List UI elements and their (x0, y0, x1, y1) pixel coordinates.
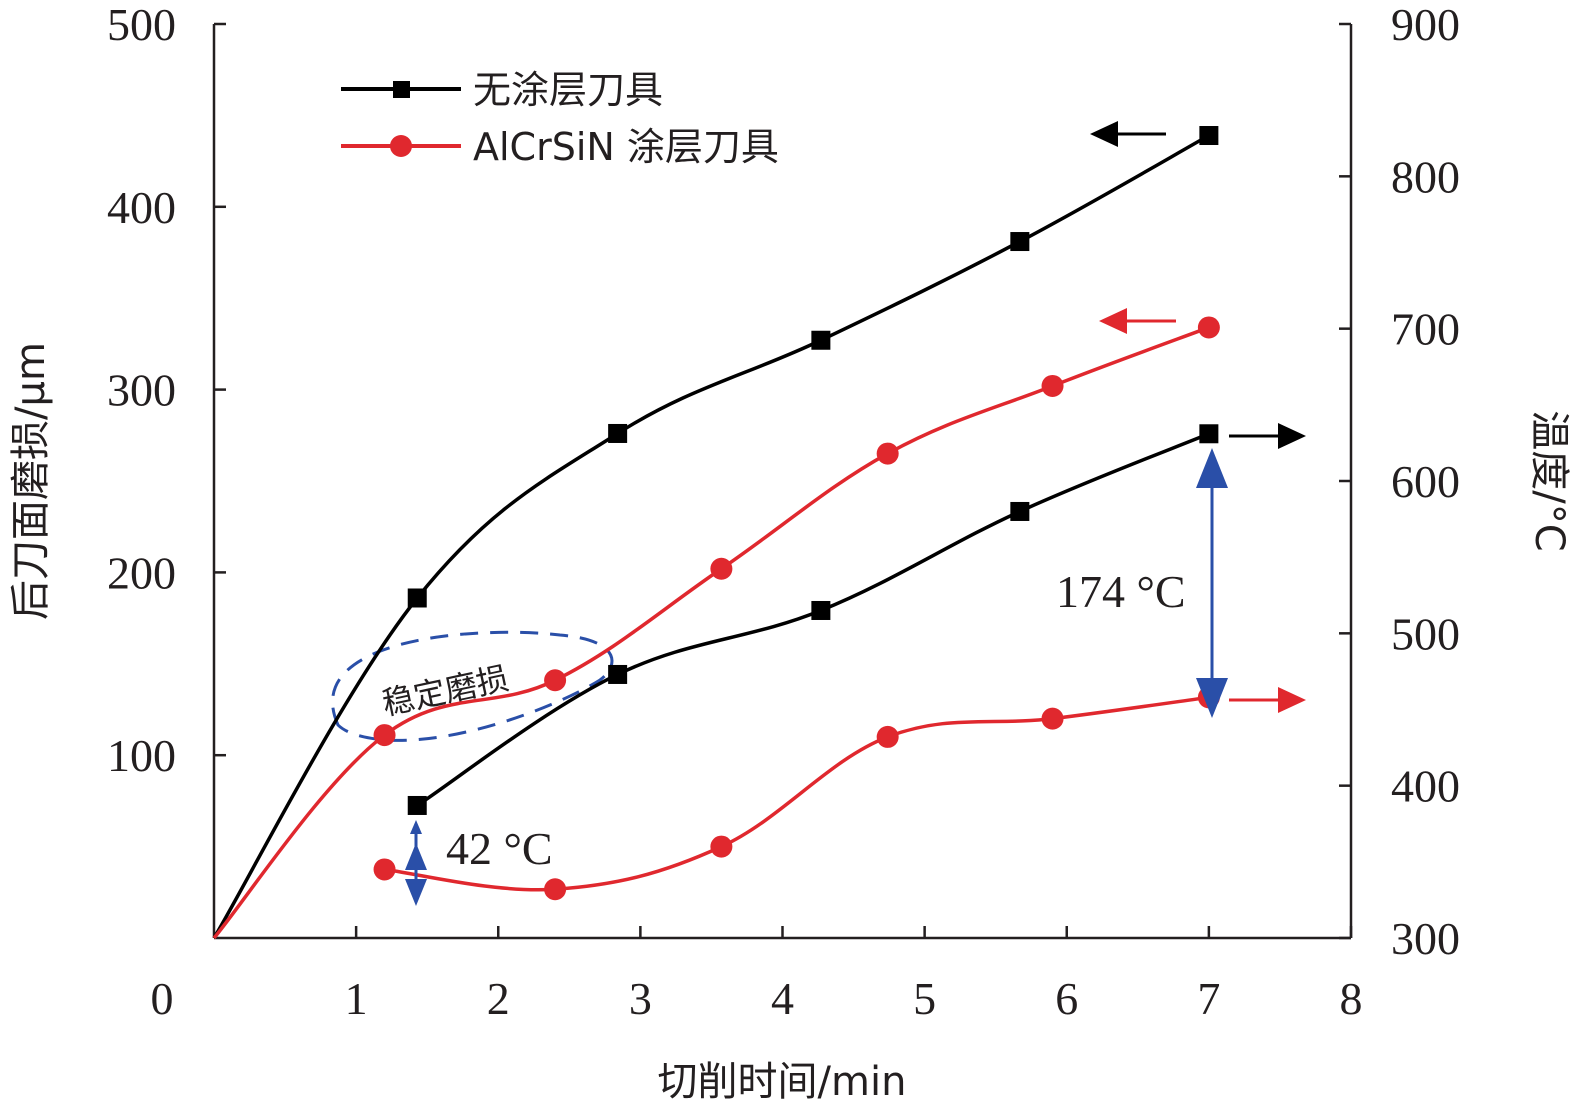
data-point-circle (876, 442, 899, 465)
x-tick-label: 2 (487, 973, 510, 1024)
temperature-difference-annotations: 42 °C 174 °C (405, 448, 1228, 906)
x-tick-label: 3 (629, 973, 652, 1024)
series-2-temperature (407, 424, 1219, 815)
series-1-wear (212, 316, 1220, 940)
legend-marker-circle (390, 135, 412, 157)
delta-174-arrowhead-up (1196, 448, 1228, 488)
right-y-tick-label: 400 (1391, 761, 1460, 812)
legend-label-uncoated: 无涂层刀具 (473, 68, 663, 112)
axis-direction-arrows (1090, 121, 1306, 713)
data-point-square (407, 795, 427, 815)
black-wear-left-arrowhead (1090, 121, 1118, 147)
black-temp-right-arrowhead (1278, 423, 1306, 449)
data-point-circle (1041, 374, 1064, 397)
delta-174-arrowhead-down (1196, 678, 1228, 718)
delta-174-label: 174 °C (1056, 566, 1186, 617)
axes (212, 24, 1353, 940)
x-tick-label: 1 (345, 973, 368, 1024)
x-tick-label: 4 (771, 973, 794, 1024)
delta-42-arrowhead-up (405, 843, 427, 870)
delta-42-tick (410, 820, 422, 834)
left-y-tick-label: 300 (107, 365, 176, 416)
legend-item-coated: AlCrSiN 涂层刀具 (341, 125, 779, 169)
x-tick-label: 5 (913, 973, 936, 1024)
legend-label-coated: AlCrSiN 涂层刀具 (473, 125, 779, 169)
legend-item-uncoated: 无涂层刀具 (341, 68, 663, 112)
left-y-tick-label: 400 (107, 182, 176, 233)
data-point-square (1010, 232, 1030, 252)
data-point-circle (710, 835, 733, 858)
x-axis-title: 切削时间/min (658, 1059, 907, 1105)
data-point-square (811, 600, 831, 620)
x-tick-label: 7 (1197, 973, 1220, 1024)
delta-42-label: 42 °C (446, 823, 553, 874)
right-y-tick-label: 800 (1391, 151, 1460, 202)
data-point-circle (1197, 316, 1220, 339)
data-point-square (811, 330, 831, 350)
tick-marks (214, 22, 1353, 940)
delta-42-arrowhead-down (405, 879, 427, 906)
data-point-circle (544, 878, 567, 901)
data-point-circle (544, 669, 567, 692)
stable-wear-zone: 稳定磨损 (331, 630, 614, 742)
data-point-circle (373, 724, 396, 747)
x-tick-label: 6 (1055, 973, 1078, 1024)
legend: 无涂层刀具 AlCrSiN 涂层刀具 (341, 68, 779, 169)
series-0-wear (212, 126, 1219, 939)
red-temp-right-arrowhead (1278, 687, 1306, 713)
legend-marker-square (393, 81, 410, 98)
tick-labels: 0 1 2 3 4 5 6 7 8 100 200 300 400 500 300 400 500 600 700 8… (107, 0, 1460, 1024)
series-line (212, 133, 1210, 939)
x-tick-label: 0 (151, 973, 174, 1024)
data-point-square (608, 423, 628, 443)
right-y-axis-title: 温度/°C (1526, 410, 1572, 551)
data-point-circle (373, 858, 396, 881)
data-point-circle (876, 725, 899, 748)
left-y-axis-title: 后刀面磨损/μm (8, 342, 54, 620)
data-point-square (407, 588, 427, 608)
data-point-square (1010, 501, 1030, 521)
right-y-tick-label: 300 (1391, 913, 1460, 964)
stable-wear-label: 稳定磨损 (379, 659, 512, 723)
right-y-tick-label: 600 (1391, 456, 1460, 507)
left-y-tick-label: 200 (107, 547, 176, 598)
data-point-circle (710, 557, 733, 580)
right-y-tick-label: 700 (1391, 304, 1460, 355)
right-y-tick-label: 900 (1391, 0, 1460, 50)
x-tick-label: 8 (1340, 973, 1363, 1024)
left-y-tick-label: 100 (107, 730, 176, 781)
data-point-circle (1041, 707, 1064, 730)
data-point-square (608, 664, 628, 684)
right-y-tick-label: 500 (1391, 608, 1460, 659)
series-layer (212, 126, 1220, 940)
data-point-square (1199, 126, 1219, 146)
red-wear-left-arrowhead (1099, 308, 1127, 334)
left-y-tick-label: 500 (107, 0, 176, 50)
data-point-square (1199, 424, 1219, 444)
